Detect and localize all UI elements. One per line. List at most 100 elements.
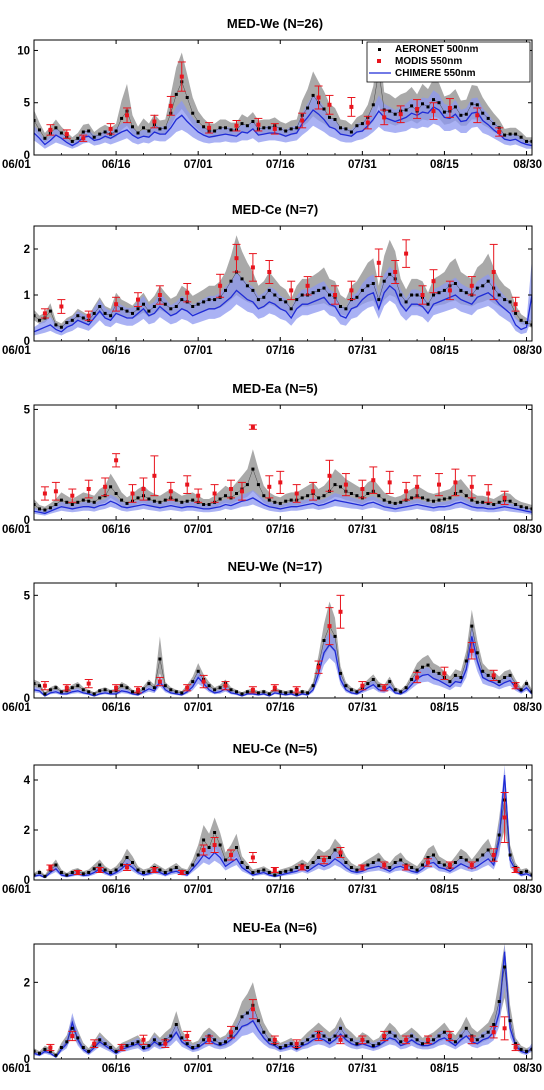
aeronet-point <box>87 129 91 133</box>
modis-point <box>163 1041 168 1046</box>
aeronet-point <box>125 501 129 505</box>
aeronet-point <box>98 496 102 500</box>
aeronet-point <box>355 868 359 872</box>
aeronet-point <box>114 129 118 133</box>
plot-area <box>34 424 532 516</box>
modis-point <box>349 104 354 109</box>
aeronet-point <box>481 669 485 673</box>
panel-title: NEU-Ce (N=5) <box>233 741 318 756</box>
aeronet-point <box>158 500 162 504</box>
aeronet-point <box>224 1040 227 1044</box>
legend-label: CHIMERE 550nm <box>395 68 476 79</box>
aeronet-point <box>34 119 36 122</box>
aeronet-point <box>70 871 74 874</box>
aeronet-point <box>191 498 195 502</box>
panel-title: NEU-We (N=17) <box>228 559 323 574</box>
aeronet-point <box>393 688 397 692</box>
aeronet-point <box>514 311 518 315</box>
aeronet-point <box>289 127 293 131</box>
modis-point <box>360 1037 365 1042</box>
aeronet-point <box>262 126 266 130</box>
aeronet-point <box>147 129 151 133</box>
modis-point <box>212 491 217 496</box>
modis-point <box>179 74 184 79</box>
aeronet-point <box>48 688 52 692</box>
aeronet-point <box>114 868 118 872</box>
aeronet-point <box>38 1051 41 1055</box>
x-tick-label: 08/30 <box>513 159 542 171</box>
aeronet-point <box>169 688 173 692</box>
x-tick-label: 07/01 <box>184 1063 213 1075</box>
aeronet-point <box>174 92 178 96</box>
aeronet-point <box>70 503 74 506</box>
aeronet-point <box>453 861 457 864</box>
aeronet-point <box>355 690 359 694</box>
aeronet-point <box>503 676 507 679</box>
aeronet-point <box>426 302 430 306</box>
aeronet-point <box>333 848 337 852</box>
aeronet-point <box>131 1042 134 1046</box>
aeronet-point <box>410 496 414 500</box>
aeronet-point <box>470 624 474 628</box>
modis-point <box>447 288 452 293</box>
modis-point <box>48 865 53 870</box>
modis-point <box>513 868 518 872</box>
aeronet-point <box>38 871 41 874</box>
aeronet-point <box>180 298 184 302</box>
modis-point <box>447 863 452 867</box>
modis-point <box>404 251 409 256</box>
aeronet-point <box>120 863 124 867</box>
aeronet-point <box>426 105 430 109</box>
aeronet-point <box>514 503 518 506</box>
aeronet-point <box>240 277 244 281</box>
aeronet-point <box>377 1042 381 1046</box>
modis-point <box>81 136 86 141</box>
panel-title: MED-Ea (N=5) <box>232 381 318 396</box>
aeronet-point <box>349 492 353 495</box>
aeronet-point <box>464 1026 468 1030</box>
aeronet-point <box>442 497 446 501</box>
modis-point <box>42 683 47 688</box>
aeronet-point <box>333 483 337 487</box>
aeronet-point <box>65 873 69 877</box>
y-tick-label: 2 <box>24 244 30 256</box>
aeronet-point <box>218 126 222 130</box>
modis-point <box>157 679 162 684</box>
modis-point <box>185 685 190 690</box>
plot-area <box>34 765 532 879</box>
aeronet-point <box>229 279 233 283</box>
aeronet-point <box>404 108 408 112</box>
y-tick-label: 4 <box>24 775 31 787</box>
modis-point <box>382 115 387 120</box>
aeronet-point <box>267 126 271 130</box>
aeronet-point <box>453 282 457 285</box>
aeronet-point <box>344 1034 348 1038</box>
aeronet-point <box>388 680 392 684</box>
panel-title: NEU-Ea (N=6) <box>233 920 317 935</box>
modis-point <box>234 256 239 261</box>
aeronet-point <box>289 690 293 694</box>
aeronet-point <box>432 669 435 673</box>
aeronet-point <box>311 684 315 688</box>
aeronet-point <box>382 279 386 283</box>
aeronet-point <box>393 112 397 116</box>
aeronet-point <box>453 673 457 677</box>
modis-point <box>513 1045 518 1050</box>
aeronet-point <box>344 861 348 864</box>
aeronet-point <box>218 686 222 690</box>
aeronet-point <box>415 669 419 673</box>
modis-point <box>250 1007 255 1012</box>
modis-point <box>349 288 354 293</box>
modis-point <box>125 865 129 870</box>
aeronet-point <box>410 678 414 681</box>
aeronet-point <box>399 293 403 297</box>
aeronet-point <box>240 861 244 864</box>
aeronet-point <box>59 325 63 329</box>
aeronet-point <box>267 498 271 502</box>
chimere-series-line <box>34 106 532 147</box>
modis-point <box>64 132 69 137</box>
aeronet-point <box>251 871 255 874</box>
aeronet-point <box>38 684 41 688</box>
aeronet-point <box>278 501 282 505</box>
